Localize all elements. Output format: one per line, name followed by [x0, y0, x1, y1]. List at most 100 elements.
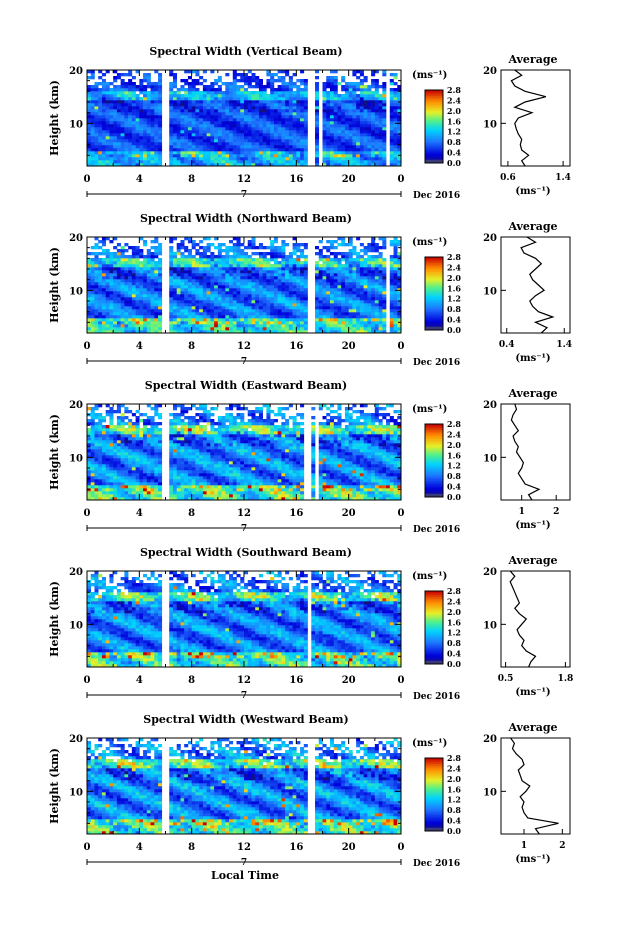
heatmap-cell	[191, 151, 196, 155]
heatmap-cell	[300, 142, 305, 146]
heatmap-cell	[210, 303, 215, 307]
heatmap-cell	[303, 297, 308, 301]
heatmap-cell	[221, 303, 226, 307]
heatmap-cell	[206, 115, 211, 119]
heatmap-cell	[285, 285, 290, 289]
heatmap-cell	[337, 103, 342, 107]
heatmap-cell	[240, 261, 245, 265]
heatmap-cell	[397, 157, 402, 161]
heatmap-cell	[378, 258, 383, 262]
heatmap-cell	[292, 294, 297, 298]
heatmap-cell	[266, 261, 271, 265]
heatmap-cell	[270, 297, 275, 301]
heatmap-cell	[255, 154, 260, 158]
heatmap-cell	[318, 324, 323, 328]
heatmap-cell	[232, 294, 237, 298]
heatmap-cell	[337, 318, 342, 322]
heatmap-cell	[285, 297, 290, 301]
heatmap-cell	[247, 497, 252, 501]
heatmap-cell	[285, 300, 290, 304]
heatmap-cell	[101, 279, 106, 283]
heatmap-cell	[277, 330, 282, 334]
heatmap-cell	[397, 330, 402, 334]
heatmap-cell	[378, 309, 383, 313]
heatmap-cell	[348, 297, 353, 301]
heatmap-cell	[109, 112, 114, 116]
heatmap-cell	[101, 306, 106, 310]
heatmap-cell	[158, 309, 163, 313]
heatmap-cell	[277, 154, 282, 158]
heatmap-cell	[277, 121, 282, 125]
heatmap-cell	[139, 267, 144, 271]
heatmap-cell	[270, 142, 275, 146]
heatmap-cell	[363, 264, 368, 268]
heatmap-cell	[184, 133, 189, 137]
heatmap-cell	[382, 163, 387, 167]
heatmap-cell	[244, 312, 249, 316]
heatmap-cell	[150, 124, 155, 128]
heatmap-cell	[217, 148, 222, 152]
heatmap-cell	[356, 321, 361, 325]
heatmap-cell	[217, 294, 222, 298]
heatmap-cell	[143, 497, 148, 501]
heatmap-cell	[191, 270, 196, 274]
heatmap-cell	[292, 124, 297, 128]
x-tick-label: 8	[188, 174, 195, 185]
heatmap-cell	[90, 294, 95, 298]
heatmap-cell	[225, 163, 230, 167]
heatmap-cell	[150, 318, 155, 322]
heatmap-cell	[374, 154, 379, 158]
heatmap-cell	[363, 318, 368, 322]
heatmap-cell	[191, 70, 196, 74]
heatmap-cell	[139, 130, 144, 134]
heatmap-cell	[135, 100, 140, 104]
colorbar-segment	[425, 278, 443, 282]
heatmap-cell	[195, 297, 200, 301]
heatmap-cell	[397, 294, 402, 298]
heatmap-cell	[217, 163, 222, 167]
heatmap-cell	[315, 82, 320, 86]
heatmap-cell	[344, 88, 349, 92]
heatmap-cell	[262, 279, 267, 283]
heatmap-cell	[187, 258, 192, 262]
heatmap-cell	[303, 118, 308, 122]
heatmap-cell	[356, 279, 361, 283]
heatmap-cell	[285, 291, 290, 295]
heatmap-cell	[356, 82, 361, 86]
heatmap-cell	[329, 151, 335, 155]
heatmap-cell	[202, 100, 207, 104]
heatmap-cell	[150, 321, 155, 325]
heatmap-cell	[378, 97, 383, 101]
heatmap-cell	[90, 264, 95, 268]
heatmap-cell	[135, 264, 140, 268]
heatmap-cell	[221, 491, 226, 495]
heatmap-cell	[176, 279, 181, 283]
heatmap-cell	[397, 124, 402, 128]
heatmap-cell	[113, 94, 118, 98]
heatmap-cell	[247, 291, 252, 295]
heatmap-cell	[172, 109, 178, 113]
heatmap-cell	[143, 118, 148, 122]
heatmap-cell	[262, 130, 267, 134]
heatmap-cell	[236, 148, 241, 152]
heatmap-cell	[210, 142, 215, 146]
heatmap-cell	[393, 73, 398, 77]
heatmap-cell	[374, 312, 379, 316]
heatmap-cell	[273, 494, 278, 498]
heatmap-cell	[236, 240, 241, 244]
heatmap-cell	[105, 279, 110, 283]
heatmap-cell	[240, 267, 245, 271]
heatmap-cell	[113, 312, 118, 316]
heatmap-cell	[393, 94, 398, 98]
heatmap-cell	[393, 330, 398, 334]
heatmap-cell	[176, 264, 181, 268]
heatmap-cell	[94, 145, 99, 149]
heatmap-cell	[382, 288, 387, 292]
heatmap-cell	[285, 312, 290, 316]
heatmap-cell	[191, 118, 196, 122]
heatmap-cell	[371, 160, 376, 164]
heatmap-cell	[169, 315, 174, 319]
heatmap-cell	[303, 145, 308, 149]
heatmap-cell	[210, 118, 215, 122]
heatmap-cell	[258, 121, 263, 125]
